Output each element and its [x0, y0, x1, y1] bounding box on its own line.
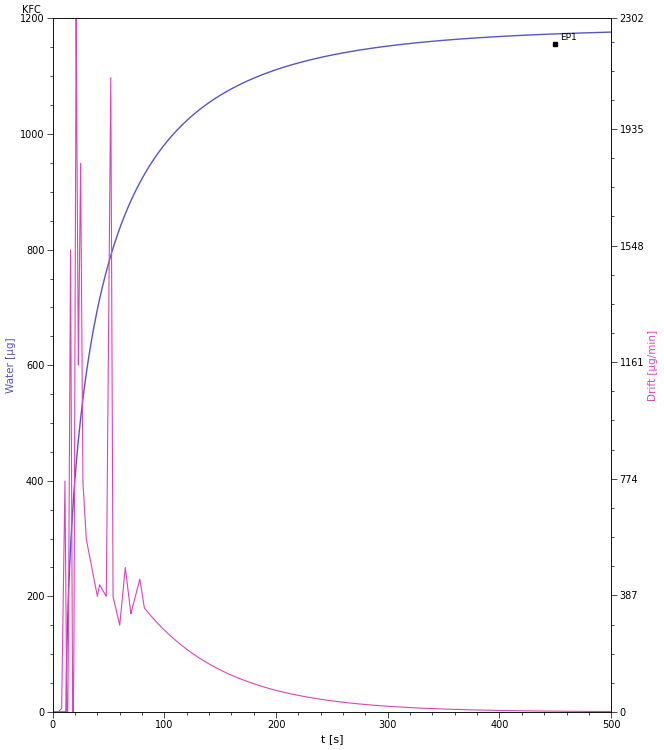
Y-axis label: Water [µg]: Water [µg]: [5, 338, 15, 393]
Text: EP1: EP1: [560, 33, 576, 42]
X-axis label: t [s]: t [s]: [321, 734, 343, 745]
Y-axis label: Drift [µg/min]: Drift [µg/min]: [649, 330, 659, 400]
Text: KFC: KFC: [22, 5, 41, 15]
